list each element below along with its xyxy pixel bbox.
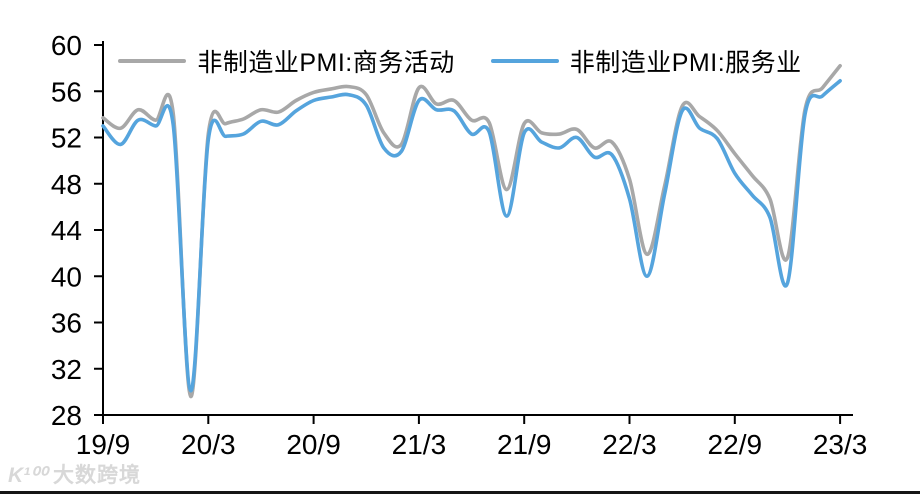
legend-line-swatch-gray	[118, 59, 187, 63]
legend-item-business-activity: 非制造业PMI:商务活动	[118, 43, 454, 79]
watermark-logo-icon: K¹⁰⁰	[8, 464, 47, 487]
y-axis-tick-label: 56	[51, 76, 82, 107]
series-line-business-activity	[101, 64, 842, 399]
x-axis-tick-label: 19/9	[76, 429, 131, 460]
x-axis-tick-label: 20/3	[181, 429, 236, 460]
y-axis-tick-label: 32	[51, 354, 82, 385]
watermark-text: 大数跨境	[53, 464, 141, 487]
y-axis-tick-label: 44	[51, 215, 82, 246]
y-axis-tick-label: 36	[51, 308, 82, 339]
y-axis-tick-label: 48	[51, 169, 82, 200]
legend-label-services: 非制造业PMI:服务业	[569, 49, 802, 77]
bottom-divider	[0, 491, 920, 494]
x-axis-tick-label: 21/9	[497, 429, 552, 460]
x-axis-tick-label: 23/3	[813, 429, 868, 460]
y-axis-tick-label: 52	[51, 123, 82, 154]
legend-item-services: 非制造业PMI:服务业	[490, 43, 802, 79]
x-axis-tick-label: 22/9	[708, 429, 763, 460]
series-line-services	[101, 79, 842, 393]
y-axis-tick-label: 28	[51, 400, 82, 431]
x-axis-tick-label: 21/3	[392, 429, 447, 460]
x-axis-tick-label: 20/9	[286, 429, 341, 460]
y-axis-tick-label: 60	[51, 30, 82, 61]
x-axis-tick-label: 22/3	[602, 429, 657, 460]
y-axis-tick-label: 40	[51, 261, 82, 292]
watermark: K¹⁰⁰ 大数跨境	[8, 459, 141, 489]
legend-line-swatch-blue	[490, 59, 559, 63]
chart-legend: 非制造业PMI:商务活动 非制造业PMI:服务业	[0, 44, 920, 78]
legend-label-business-activity: 非制造业PMI:商务活动	[197, 49, 455, 77]
